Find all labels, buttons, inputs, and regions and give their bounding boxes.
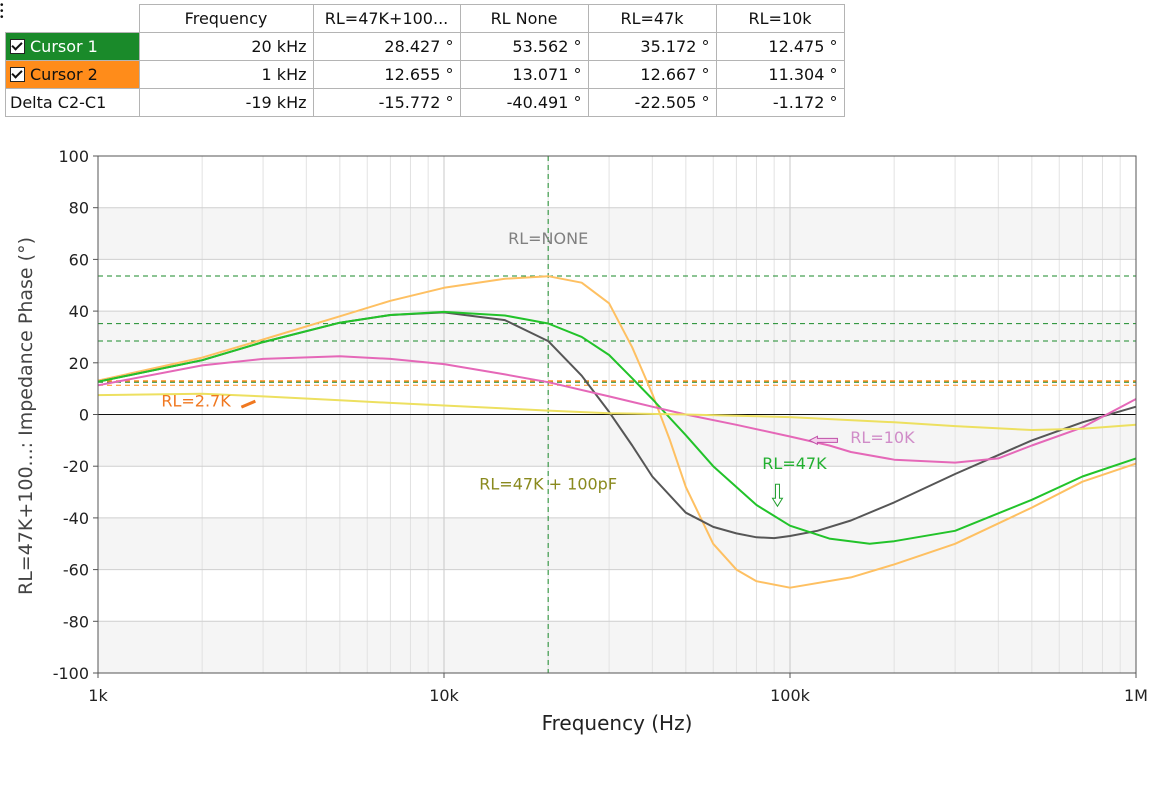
table-cell: 12.475 ° (715, 32, 845, 61)
arrow-icon (771, 483, 784, 508)
table-cell: -15.772 ° (312, 88, 461, 117)
arrow-icon (240, 399, 256, 409)
cursor-table-header: Frequency RL=47K+100... RL None RL=47k R… (5, 4, 845, 33)
table-row: Cursor 1 20 kHz 28.427 ° 53.562 ° 35.172… (5, 32, 845, 61)
y-tick-label: 60 (69, 250, 89, 269)
column-header[interactable]: RL=47K+100... (312, 4, 461, 33)
grid-band (98, 621, 1136, 673)
y-tick-label: -100 (53, 664, 89, 683)
table-cell: 11.304 ° (715, 60, 845, 89)
table-cell: 12.655 ° (312, 60, 461, 89)
table-cell: 1 kHz (138, 60, 314, 89)
y-tick-label: 20 (69, 354, 89, 373)
series-line (97, 275, 1137, 589)
y-tick-label: 0 (79, 406, 89, 425)
table-cell: -19 kHz (138, 88, 314, 117)
table-cell: 35.172 ° (587, 32, 717, 61)
table-cell: 12.667 ° (587, 60, 717, 89)
cursor-1-label: Cursor 1 (30, 37, 98, 56)
cursor-2-checkbox[interactable] (10, 67, 25, 82)
table-corner (5, 4, 140, 33)
cursor-2-label: Cursor 2 (30, 65, 98, 84)
y-tick-label: 40 (69, 302, 89, 321)
cursor-1-checkbox[interactable] (10, 39, 25, 54)
table-cell: -1.172 ° (715, 88, 845, 117)
y-tick-label: -40 (63, 509, 89, 528)
table-row: Cursor 2 1 kHz 12.655 ° 13.071 ° 12.667 … (5, 60, 845, 89)
x-tick-label: 1M (1124, 686, 1148, 705)
series-line (97, 392, 1137, 431)
column-header[interactable]: RL=10k (715, 4, 845, 33)
table-row: Delta C2-C1 -19 kHz -15.772 ° -40.491 ° … (5, 88, 845, 117)
table-cell: 20 kHz (138, 32, 314, 61)
x-tick-label: 100k (770, 686, 811, 705)
y-tick-label: -20 (63, 457, 89, 476)
grid-band (98, 517, 1136, 570)
phase-chart[interactable]: RL=NONE RL=2.7K RL=10K RL=47K RL=47K + 100pF… (0, 140, 1158, 791)
column-header[interactable]: RL None (459, 4, 589, 33)
column-header[interactable]: RL=47k (587, 4, 717, 33)
table-cell: 28.427 ° (312, 32, 461, 61)
annotation-label: RL=2.7K (161, 392, 231, 411)
y-tick-label: -80 (63, 612, 89, 631)
grid-band (98, 207, 1136, 260)
annotation-label: RL=NONE (508, 229, 588, 248)
y-tick-label: -60 (63, 561, 89, 580)
annotation-label: RL=47K + 100pF (479, 474, 617, 493)
y-tick-label: 80 (69, 199, 89, 218)
column-header[interactable]: Frequency (138, 4, 314, 33)
annotation-label: RL=10K (850, 428, 915, 447)
y-axis-label: RL=47K+100...: Impedance Phase (°) (15, 237, 37, 595)
table-cell: 13.071 ° (459, 60, 589, 89)
cursor-table: Frequency RL=47K+100... RL None RL=47k R… (5, 4, 845, 117)
table-cell: 53.562 ° (459, 32, 589, 61)
cursor-1-label-cell[interactable]: Cursor 1 (5, 32, 140, 61)
x-axis-label: Frequency (Hz) (542, 711, 693, 735)
annotation-label: RL=47K (762, 454, 827, 473)
grip-handle[interactable]: • • • (0, 0, 4, 23)
delta-label-cell: Delta C2-C1 (5, 88, 140, 117)
series-line (97, 310, 1137, 545)
x-tick-label: 1k (88, 686, 108, 705)
table-cell: -40.491 ° (459, 88, 589, 117)
cursor-2-label-cell[interactable]: Cursor 2 (5, 60, 140, 89)
arrow-icon (808, 435, 838, 446)
table-cell: -22.505 ° (587, 88, 717, 117)
x-tick-label: 10k (429, 686, 459, 705)
y-tick-label: 100 (58, 147, 89, 166)
